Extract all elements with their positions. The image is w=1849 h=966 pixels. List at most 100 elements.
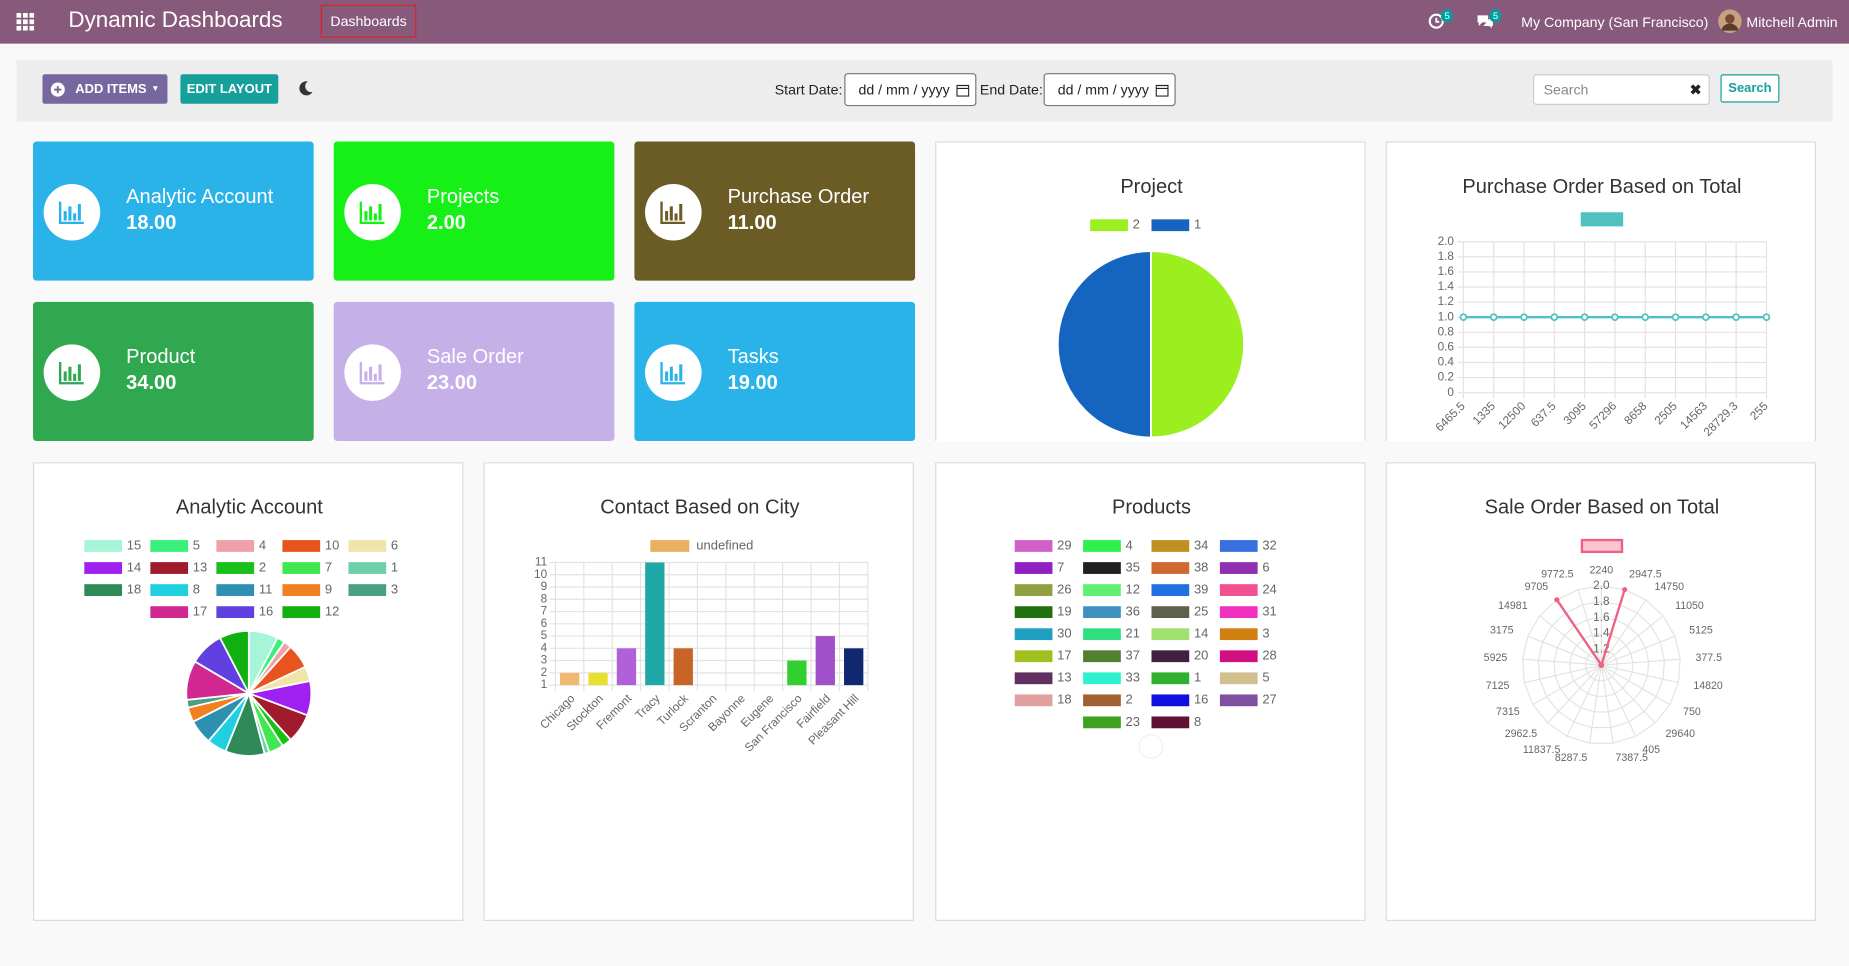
- icon-bar: [679, 364, 683, 381]
- icon-bar: [665, 371, 669, 381]
- legend-label: 12: [1126, 581, 1140, 596]
- tile[interactable]: Product 34.00: [33, 301, 314, 442]
- y-tick-label: 2.0: [1438, 235, 1455, 248]
- icon-bar: [674, 213, 678, 221]
- legend-label: 13: [193, 559, 207, 574]
- legend-swatch: [1580, 212, 1624, 227]
- legend-swatch: [1151, 606, 1190, 619]
- user-avatar[interactable]: [1718, 9, 1742, 34]
- series-point: [1580, 313, 1589, 322]
- tile-value: 23.00: [426, 371, 478, 394]
- x-tick-label: 8658: [1622, 399, 1650, 427]
- icon-bar: [669, 366, 673, 381]
- spoke: [1601, 664, 1679, 684]
- point-label: 405: [1642, 744, 1660, 756]
- legend-label: 37: [1126, 648, 1140, 663]
- chart-title: Analytic Account: [176, 497, 323, 519]
- icon-bar: [364, 371, 368, 381]
- legend-swatch: [150, 540, 189, 552]
- legend-swatch: [282, 540, 321, 552]
- tile[interactable]: Tasks 19.00: [634, 301, 916, 442]
- series-point: [1611, 313, 1619, 322]
- legend-label: 11: [259, 581, 272, 596]
- legend-label: 1: [391, 559, 398, 574]
- menu-dashboards[interactable]: Dashboards: [320, 4, 417, 38]
- icon-circle: [344, 344, 401, 401]
- search-input[interactable]: Search ✖: [1532, 74, 1710, 105]
- spoke: [1532, 664, 1602, 706]
- legend-swatch: [1219, 562, 1258, 574]
- spoke: [1589, 664, 1602, 744]
- apps-icon[interactable]: [16, 12, 35, 31]
- pie-slice: [1150, 250, 1245, 439]
- messages-icon[interactable]: [1475, 13, 1494, 30]
- legend-label: 6: [391, 537, 398, 552]
- point-label: 2947.5: [1629, 569, 1662, 581]
- pie-slice: [1056, 250, 1152, 439]
- legend-label: undefined: [696, 537, 753, 552]
- icon-bar: [63, 211, 67, 221]
- add-items-button[interactable]: ADD ITEMS ▼: [42, 74, 168, 104]
- icon-bar: [369, 206, 373, 221]
- y-tick-label: 0.6: [1438, 341, 1455, 354]
- legend-swatch: [1151, 716, 1190, 729]
- company-switcher[interactable]: My Company (San Francisco): [1521, 14, 1709, 31]
- clear-search[interactable]: ✖: [1689, 81, 1702, 98]
- legend-label: 23: [1126, 714, 1140, 729]
- y-tick-label: 10: [534, 568, 548, 581]
- icon-chart: [660, 201, 686, 225]
- search-button[interactable]: Search: [1720, 74, 1780, 103]
- icon-bar: [679, 204, 683, 221]
- user-menu[interactable]: Mitchell Admin: [1746, 14, 1838, 31]
- legend-label: 18: [127, 581, 141, 596]
- icon-bar: [364, 211, 368, 221]
- tile[interactable]: Analytic Account 18.00: [33, 141, 314, 281]
- chart-card: Project 2 1: [935, 141, 1366, 442]
- tile[interactable]: Sale Order 23.00: [333, 301, 615, 442]
- icon-bar: [373, 373, 377, 381]
- legend-label: 32: [1262, 537, 1276, 552]
- tile[interactable]: Projects 2.00: [333, 141, 615, 281]
- legend-swatch: [282, 606, 321, 619]
- bar: [559, 672, 580, 686]
- search-placeholder: Search: [1543, 81, 1589, 98]
- legend-swatch: [1151, 672, 1190, 685]
- x-tick-label: 12500: [1496, 399, 1529, 432]
- icon-bar: [77, 364, 81, 381]
- legend-swatch: [1014, 562, 1053, 574]
- spoke: [1522, 658, 1602, 666]
- edit-layout-button[interactable]: EDIT LAYOUT: [180, 74, 279, 104]
- chart-card: Products 29 4 34 32 7 35 38 6 26 12 39 24 19 36 25 31 30 2…: [935, 462, 1366, 921]
- chart-title: Products: [1112, 497, 1191, 519]
- spoke: [1539, 615, 1602, 666]
- tile[interactable]: Purchase Order 11.00: [634, 141, 916, 281]
- icon-bar: [669, 206, 673, 221]
- plus-icon: [50, 81, 65, 97]
- pie-slice: [218, 629, 250, 694]
- app-title: Dynamic Dashboards: [68, 8, 283, 34]
- spoke: [1600, 664, 1637, 737]
- legend-swatch: [348, 562, 387, 574]
- icon-bar: [68, 366, 72, 381]
- spoke: [1566, 664, 1602, 737]
- tile-icon: [43, 183, 101, 241]
- x-tick-label: 255: [1748, 399, 1771, 422]
- legend-swatch: [84, 540, 123, 552]
- end-date-input[interactable]: dd / mm / yyyy: [1043, 73, 1176, 107]
- calendar-icon: [956, 84, 970, 97]
- legend-swatch: [1151, 584, 1190, 596]
- activity-badge: 5: [1440, 9, 1454, 23]
- y-tick-label: 7: [541, 605, 548, 618]
- start-date-input[interactable]: dd / mm / yyyy: [844, 73, 977, 107]
- point-label: 377.5: [1695, 652, 1722, 664]
- legend-label: 9: [325, 581, 332, 596]
- spoke: [1577, 589, 1602, 666]
- bar: [815, 636, 835, 686]
- legend-swatch: [1219, 540, 1258, 552]
- dark-mode-toggle[interactable]: [297, 80, 314, 97]
- legend-swatch: [1014, 606, 1053, 619]
- icon-circle: [344, 183, 401, 241]
- legend-label: 10: [325, 537, 339, 552]
- series-point: [1489, 313, 1498, 322]
- icon-bar: [665, 211, 669, 221]
